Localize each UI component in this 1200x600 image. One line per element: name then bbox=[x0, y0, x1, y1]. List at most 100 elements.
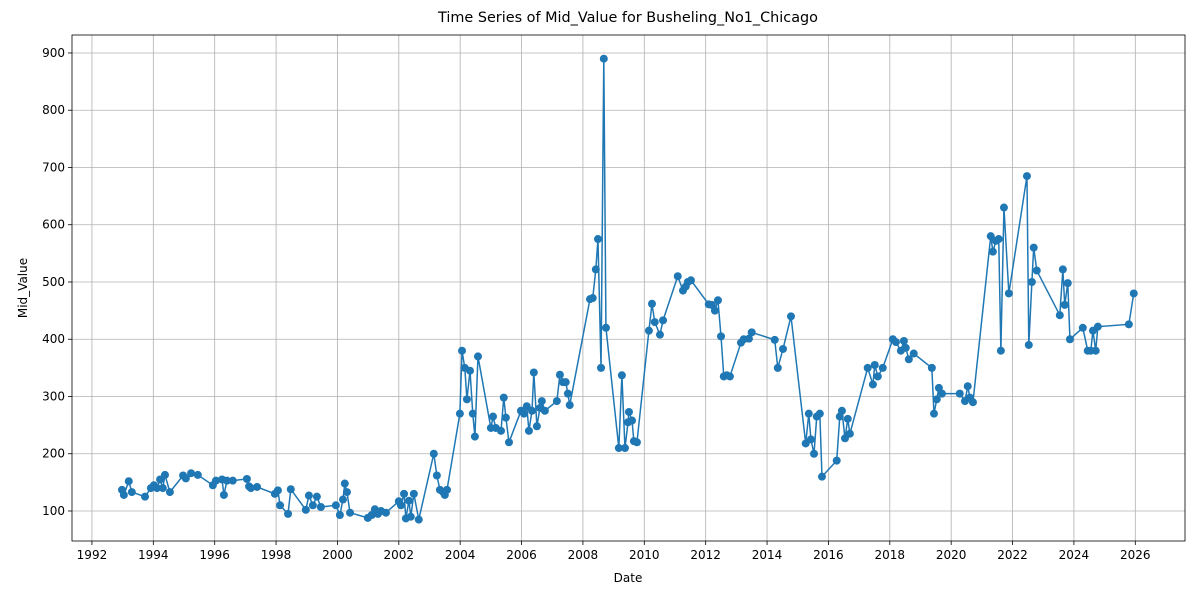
data-point bbox=[470, 432, 479, 441]
data-point bbox=[158, 484, 167, 493]
data-point bbox=[342, 488, 351, 497]
data-point bbox=[659, 316, 668, 325]
data-point bbox=[773, 363, 782, 372]
data-point bbox=[561, 378, 570, 387]
data-point bbox=[442, 485, 451, 494]
data-point bbox=[520, 409, 529, 418]
x-tick-label: 2016 bbox=[813, 548, 844, 562]
x-tick-label: 2002 bbox=[384, 548, 415, 562]
data-point bbox=[253, 482, 262, 491]
data-point bbox=[632, 438, 641, 447]
x-tick-label: 2020 bbox=[936, 548, 967, 562]
x-tick-label: 1998 bbox=[261, 548, 292, 562]
data-point bbox=[1058, 265, 1067, 274]
data-point bbox=[968, 398, 977, 407]
data-point bbox=[187, 469, 196, 478]
data-point bbox=[527, 406, 536, 415]
data-point bbox=[522, 402, 531, 411]
x-tick-label: 2004 bbox=[445, 548, 476, 562]
data-point bbox=[381, 508, 390, 517]
x-tick-label: 1994 bbox=[138, 548, 169, 562]
data-point bbox=[650, 318, 659, 327]
data-point bbox=[1055, 311, 1064, 320]
data-point bbox=[473, 352, 482, 361]
data-point bbox=[276, 501, 285, 510]
x-tick-label: 2024 bbox=[1059, 548, 1090, 562]
data-point bbox=[837, 406, 846, 415]
data-point bbox=[937, 389, 946, 398]
data-point bbox=[1032, 266, 1041, 275]
data-point bbox=[932, 395, 941, 404]
data-point bbox=[242, 474, 251, 483]
data-point bbox=[563, 389, 572, 398]
data-point bbox=[593, 235, 602, 244]
data-point bbox=[432, 471, 441, 480]
data-point bbox=[1022, 172, 1031, 181]
data-point bbox=[901, 343, 910, 352]
y-tick-label: 100 bbox=[42, 504, 65, 518]
data-point bbox=[555, 370, 564, 379]
data-point bbox=[404, 496, 413, 505]
y-tick-label: 300 bbox=[42, 389, 65, 403]
data-point bbox=[429, 449, 438, 458]
data-point bbox=[340, 479, 349, 488]
data-point bbox=[909, 349, 918, 358]
x-tick-label: 2022 bbox=[997, 548, 1028, 562]
data-point bbox=[725, 372, 734, 381]
data-point bbox=[504, 438, 513, 447]
data-point bbox=[153, 484, 162, 493]
data-point bbox=[396, 501, 405, 510]
data-point bbox=[496, 426, 505, 435]
data-point bbox=[717, 332, 726, 341]
data-point bbox=[127, 488, 136, 497]
data-point bbox=[489, 412, 498, 421]
data-point bbox=[644, 326, 653, 335]
data-point bbox=[222, 476, 231, 485]
data-point bbox=[414, 515, 423, 524]
data-point bbox=[1124, 320, 1133, 329]
data-point bbox=[273, 486, 282, 495]
data-point bbox=[786, 312, 795, 321]
data-point bbox=[891, 338, 900, 347]
x-tick-label: 2014 bbox=[752, 548, 783, 562]
data-point bbox=[597, 363, 606, 372]
data-point bbox=[1063, 279, 1072, 288]
data-point bbox=[804, 409, 813, 418]
data-point bbox=[1024, 340, 1033, 349]
x-tick-label: 2008 bbox=[568, 548, 599, 562]
data-point bbox=[779, 344, 788, 353]
data-point bbox=[462, 395, 471, 404]
data-point bbox=[228, 476, 237, 485]
data-point bbox=[963, 382, 972, 391]
data-point bbox=[599, 54, 608, 63]
data-point bbox=[165, 488, 174, 497]
data-point bbox=[312, 492, 321, 501]
x-tick-label: 2012 bbox=[690, 548, 721, 562]
data-point bbox=[316, 502, 325, 511]
data-point bbox=[1091, 346, 1100, 355]
data-point bbox=[1078, 323, 1087, 332]
data-point bbox=[817, 472, 826, 481]
data-point bbox=[713, 296, 722, 305]
data-point bbox=[815, 409, 824, 418]
data-point bbox=[1065, 335, 1074, 344]
data-point bbox=[1004, 289, 1013, 298]
data-point bbox=[617, 371, 626, 380]
data-point bbox=[331, 501, 340, 510]
data-point bbox=[868, 380, 877, 389]
data-point bbox=[552, 397, 561, 406]
y-tick-label: 500 bbox=[42, 275, 65, 289]
x-tick-label: 1992 bbox=[77, 548, 108, 562]
data-point bbox=[501, 413, 510, 422]
data-point bbox=[870, 361, 879, 370]
data-point bbox=[624, 407, 633, 416]
chart-title: Time Series of Mid_Value for Busheling_N… bbox=[437, 10, 818, 26]
data-point bbox=[620, 444, 629, 453]
data-point bbox=[455, 409, 464, 418]
data-point bbox=[591, 265, 600, 274]
data-point bbox=[409, 489, 418, 498]
data-point bbox=[246, 484, 255, 493]
data-point bbox=[529, 368, 538, 377]
x-tick-label: 2010 bbox=[629, 548, 660, 562]
